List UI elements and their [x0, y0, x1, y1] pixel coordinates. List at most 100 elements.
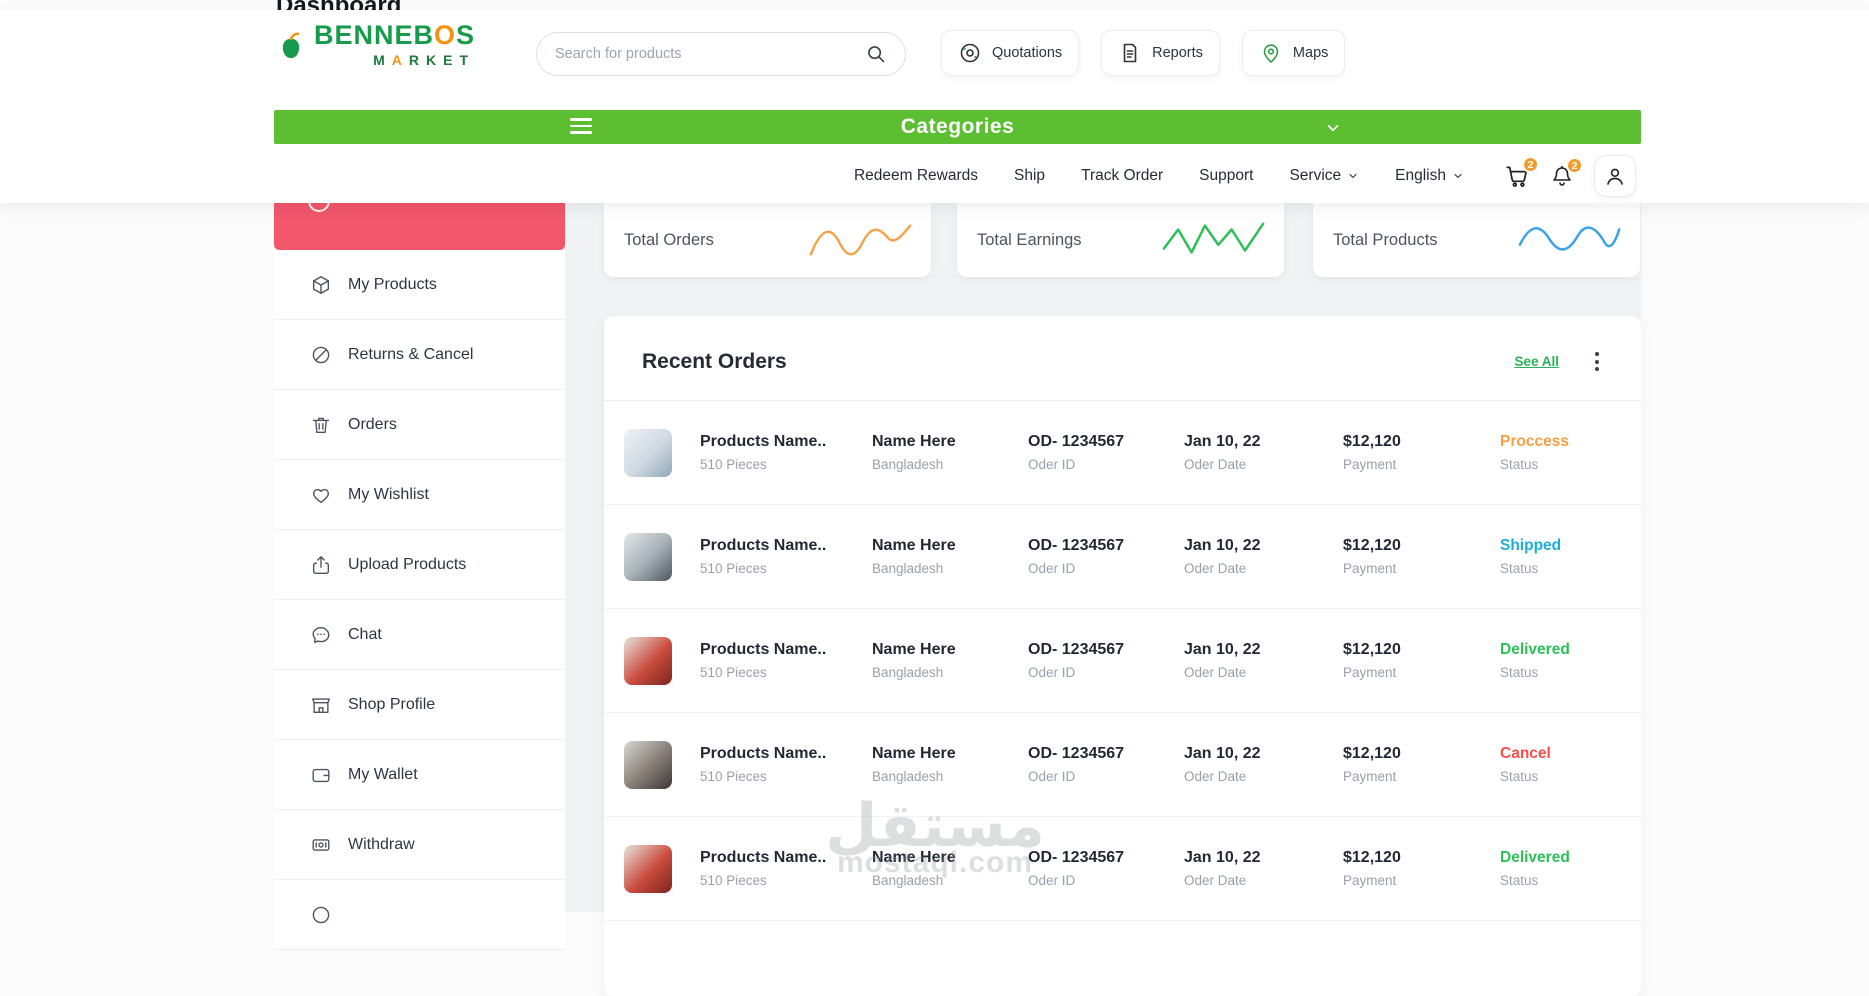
buyer-cell: Name Here Bangladesh [872, 433, 956, 472]
heart-icon [310, 484, 332, 506]
stat-label: Total Products [1333, 230, 1438, 249]
reports-button[interactable]: Reports [1101, 30, 1220, 76]
recent-orders-title: Recent Orders [642, 349, 787, 373]
kebab-menu-icon[interactable] [1591, 348, 1603, 375]
status-cell: Delivered Status [1500, 641, 1641, 680]
order-row[interactable]: Products Name.. 510 Pieces Name Here Bangl… [604, 401, 1641, 505]
sparkline-green [1162, 222, 1265, 254]
product-image-motorcycle [624, 844, 672, 893]
product-image-bicycle [624, 532, 672, 581]
payment-cell: $12,120 Payment [1343, 849, 1401, 888]
categories-bar[interactable]: Categories [274, 110, 1641, 144]
order-date-cell: Jan 10, 22 Oder Date [1184, 433, 1261, 472]
status-badge: Delivered [1500, 849, 1570, 866]
nav-link-ship[interactable]: Ship [1014, 167, 1046, 184]
sparkline-orange [809, 224, 912, 256]
order-row[interactable]: Products Name.. 510 Pieces Name Here Bangl… [604, 713, 1641, 817]
storefront-icon [310, 694, 332, 716]
sidebar-item-label: Shop Profile [348, 695, 436, 713]
nav-link-support[interactable]: Support [1199, 167, 1254, 184]
status-cell: Cancel Status [1500, 745, 1641, 784]
header: BENNEBOS MARKET Quotations [0, 10, 1869, 203]
account-button[interactable] [1594, 155, 1636, 197]
product-cell: Products Name.. 510 Pieces [700, 849, 827, 888]
order-row[interactable]: Products Name.. 510 Pieces Name Here Bangl… [604, 505, 1641, 609]
sidebar-item-label: Orders [348, 415, 397, 433]
buyer-cell: Name Here Bangladesh [872, 849, 956, 888]
product-cell: Products Name.. 510 Pieces [700, 537, 827, 576]
sidebar-item-label: Chat [348, 625, 382, 643]
status-badge: Cancel [1500, 745, 1551, 762]
buyer-cell: Name Here Bangladesh [872, 641, 956, 680]
sidebar-item-chat[interactable]: Chat [274, 600, 565, 670]
cart-icon [1504, 163, 1530, 189]
quotations-icon [958, 41, 982, 65]
nav-link-redeem-rewards[interactable]: Redeem Rewards [853, 167, 979, 184]
sidebar-item-label: My Wallet [348, 765, 418, 783]
status-badge: Delivered [1500, 641, 1570, 658]
sidebar-item-my-products[interactable]: My Products [274, 250, 565, 320]
categories-chevron-down-icon[interactable] [1324, 119, 1342, 137]
sidebar-item-my-wishlist[interactable]: My Wishlist [274, 460, 565, 530]
cart-button[interactable]: 2 [1504, 156, 1539, 189]
nav-icon-cluster: 2 2 [1504, 155, 1636, 197]
order-id-cell: OD- 1234567 Oder ID [1028, 433, 1125, 472]
sidebar-item-partial[interactable] [274, 880, 565, 950]
stat-card-total-products[interactable]: Total Products [1313, 203, 1640, 277]
sidebar-item-my-wallet[interactable]: My Wallet [274, 740, 565, 810]
product-image-motorcycle [624, 636, 672, 685]
order-row[interactable]: Products Name.. 510 Pieces Name Here Bangl… [604, 817, 1641, 921]
wallet-icon [310, 764, 332, 786]
reports-label: Reports [1152, 45, 1203, 61]
stat-card-total-orders[interactable]: Total Orders [604, 203, 931, 277]
sidebar-item-upload-products[interactable]: Upload Products [274, 530, 565, 600]
notification-badge: 2 [1566, 157, 1583, 174]
sparkline-blue [1518, 226, 1621, 251]
payment-cell: $12,120 Payment [1343, 641, 1401, 680]
order-id-cell: OD- 1234567 Oder ID [1028, 537, 1125, 576]
sidebar-item-label: My Wishlist [348, 485, 429, 503]
reports-icon [1118, 41, 1142, 65]
sidebar-item-label: Withdraw [348, 835, 415, 853]
status-cell: Shipped Status [1500, 537, 1641, 576]
logo[interactable]: BENNEBOS MARKET [276, 22, 475, 68]
slash-circle-icon [310, 344, 332, 366]
search-input[interactable] [555, 46, 863, 62]
logo-subtitle: MARKET [373, 52, 476, 68]
order-row[interactable]: Products Name.. 510 Pieces Name Here Bangl… [604, 609, 1641, 713]
stat-card-total-earnings[interactable]: Total Earnings [957, 203, 1284, 277]
product-cell: Products Name.. 510 Pieces [700, 641, 827, 680]
sidebar-item-label: My Products [348, 275, 437, 293]
stat-label: Total Earnings [977, 230, 1082, 249]
order-date-cell: Jan 10, 22 Oder Date [1184, 849, 1261, 888]
order-date-cell: Jan 10, 22 Oder Date [1184, 537, 1261, 576]
sidebar-item-shop-profile[interactable]: Shop Profile [274, 670, 565, 740]
payment-cell: $12,120 Payment [1343, 537, 1401, 576]
notifications-button[interactable]: 2 [1550, 157, 1583, 188]
nav-link-track-order[interactable]: Track Order [1081, 167, 1164, 184]
chevron-down-icon [1347, 170, 1359, 182]
sidebar-item-dashboard-active[interactable] [274, 203, 565, 250]
language-selector[interactable]: English [1395, 167, 1464, 185]
upload-icon [310, 554, 332, 576]
product-image-bicycle [624, 428, 672, 477]
sidebar-item-orders[interactable]: Orders [274, 390, 565, 460]
stat-label: Total Orders [624, 230, 714, 249]
sidebar-item-label: Upload Products [348, 555, 467, 573]
quotations-button[interactable]: Quotations [941, 30, 1080, 76]
banknote-icon [310, 834, 332, 856]
sidebar: My Products Returns & Cancel Orders My W… [274, 203, 566, 950]
payment-cell: $12,120 Payment [1343, 745, 1401, 784]
maps-label: Maps [1292, 45, 1329, 61]
hamburger-menu-icon[interactable] [570, 118, 592, 134]
search-button[interactable] [863, 41, 889, 67]
sidebar-item-withdraw[interactable]: Withdraw [274, 810, 565, 880]
order-id-cell: OD- 1234567 Oder ID [1028, 745, 1125, 784]
nav-link-service[interactable]: Service [1289, 167, 1359, 185]
status-badge: Shipped [1500, 537, 1562, 554]
sidebar-item-returns-cancel[interactable]: Returns & Cancel [274, 320, 565, 390]
quotations-label: Quotations [992, 45, 1063, 61]
see-all-link[interactable]: See All [1514, 354, 1559, 369]
maps-button[interactable]: Maps [1241, 30, 1346, 76]
logo-name: BENNEBOS [314, 20, 476, 50]
